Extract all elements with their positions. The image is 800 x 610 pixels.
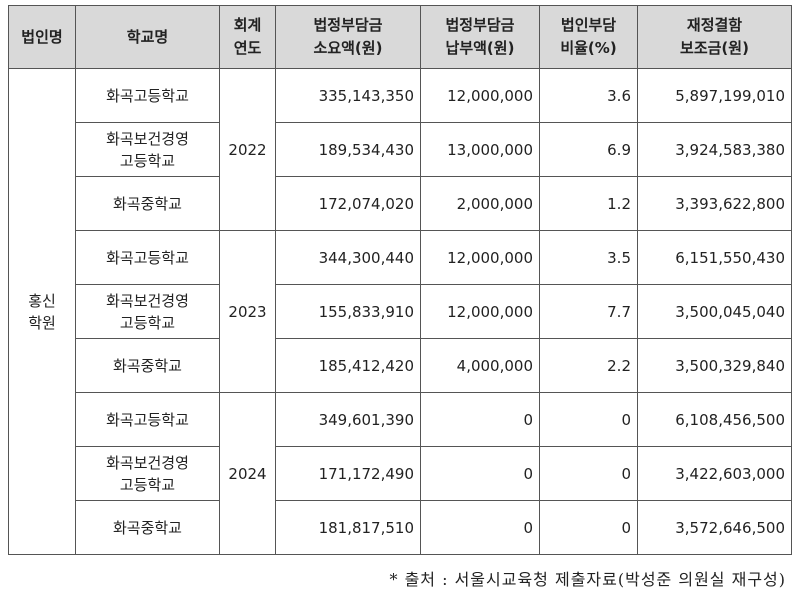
table-row: 화곡중학교 172,074,020 2,000,000 1.2 3,393,62…	[9, 176, 792, 231]
table-row: 홍신 학원 화곡고등학교 2022 335,143,350 12,000,000…	[8, 68, 792, 555]
burden-ratio: 3.6	[539, 68, 638, 123]
school-name: 화곡고등학교	[75, 68, 220, 123]
required-amount: 155,833,910	[275, 284, 421, 339]
burden-ratio: 0	[539, 392, 638, 447]
fiscal-year: 2023	[219, 230, 276, 393]
header-required: 법정부담금 소요액(원)	[275, 5, 421, 69]
school-name: 화곡보건경영 고등학교	[75, 446, 220, 501]
subsidy-table: 법인명 학교명 회계 연도 법정부담금 소요액(원) 법정부담금 납부액(원) …	[8, 5, 792, 555]
subsidy-amount: 6,108,456,500	[637, 392, 792, 447]
header-ratio-line1: 법인부담	[560, 16, 617, 34]
subsidy-amount: 6,151,550,430	[637, 230, 792, 285]
burden-ratio: 2.2	[539, 338, 638, 393]
header-school: 학교명	[75, 5, 220, 69]
source-note: * 출처 : 서울시교육청 제출자료(박성준 의원실 재구성)	[389, 570, 786, 589]
header-required-line1: 법정부담금	[313, 16, 383, 34]
corp-name-line2: 학원	[28, 313, 56, 332]
required-amount: 344,300,440	[275, 230, 421, 285]
header-row: 법인명 학교명 회계 연도 법정부담금 소요액(원) 법정부담금 납부액(원) …	[8, 5, 792, 69]
school-name-line2: 고등학교	[119, 151, 176, 170]
required-amount: 172,074,020	[275, 176, 421, 231]
subsidy-amount: 3,500,329,840	[637, 338, 792, 393]
required-amount: 189,534,430	[275, 122, 421, 177]
subsidy-amount: 5,897,199,010	[637, 68, 792, 123]
school-name: 화곡중학교	[75, 338, 220, 393]
school-name: 화곡중학교	[75, 176, 220, 231]
school-name-line2: 고등학교	[119, 313, 176, 332]
school-name-line1: 화곡보건경영	[106, 129, 189, 148]
subsidy-amount: 3,924,583,380	[637, 122, 792, 177]
table-row: 화곡보건경영 고등학교 189,534,430 13,000,000 6.9 3…	[9, 122, 792, 177]
paid-amount: 0	[420, 392, 540, 447]
header-year-line2: 연도	[233, 39, 262, 57]
header-corp: 법인명	[8, 5, 76, 69]
school-name-line: 화곡고등학교	[106, 248, 189, 267]
corp-name-line1: 홍신	[28, 291, 56, 310]
paid-amount: 0	[420, 446, 540, 501]
header-paid: 법정부담금 납부액(원)	[420, 5, 540, 69]
required-amount: 181,817,510	[275, 500, 421, 555]
paid-amount: 13,000,000	[420, 122, 540, 177]
school-name-line: 화곡고등학교	[106, 410, 189, 429]
table-row: 화곡보건경영 고등학교 171,172,490 0 0 3,422,603,00…	[9, 446, 792, 501]
school-name-line1: 화곡보건경영	[106, 291, 189, 310]
paid-amount: 2,000,000	[420, 176, 540, 231]
subsidy-amount: 3,422,603,000	[637, 446, 792, 501]
school-name-line: 화곡고등학교	[106, 86, 189, 105]
table-row: 화곡중학교 181,817,510 0 0 3,572,646,500	[9, 500, 792, 555]
header-paid-line2: 납부액(원)	[445, 39, 515, 57]
subsidy-amount: 3,393,622,800	[637, 176, 792, 231]
table-row: 화곡고등학교 2023 344,300,440 12,000,000 3.5 6…	[9, 230, 792, 393]
header-year: 회계 연도	[219, 5, 276, 69]
burden-ratio: 6.9	[539, 122, 638, 177]
fiscal-year: 2024	[219, 392, 276, 555]
school-name-line1: 화곡보건경영	[106, 453, 189, 472]
school-name-line: 화곡중학교	[112, 194, 182, 213]
header-ratio-line2: 비율(%)	[560, 39, 617, 57]
burden-ratio: 7.7	[539, 284, 638, 339]
required-amount: 171,172,490	[275, 446, 421, 501]
burden-ratio: 3.5	[539, 230, 638, 285]
subsidy-amount: 3,500,045,040	[637, 284, 792, 339]
subsidy-amount: 3,572,646,500	[637, 500, 792, 555]
paid-amount: 0	[420, 500, 540, 555]
school-name: 화곡고등학교	[75, 392, 220, 447]
header-subsidy-line2: 보조금(원)	[680, 39, 749, 57]
burden-ratio: 0	[539, 446, 638, 501]
school-name: 화곡고등학교	[75, 230, 220, 285]
burden-ratio: 0	[539, 500, 638, 555]
header-subsidy-line1: 재정결함	[686, 16, 743, 34]
paid-amount: 4,000,000	[420, 338, 540, 393]
school-name-line2: 고등학교	[119, 475, 176, 494]
required-amount: 335,143,350	[275, 68, 421, 123]
paid-amount: 12,000,000	[420, 284, 540, 339]
school-name: 화곡보건경영 고등학교	[75, 284, 220, 339]
fiscal-year: 2022	[219, 68, 276, 231]
paid-amount: 12,000,000	[420, 230, 540, 285]
school-name-line: 화곡중학교	[112, 356, 182, 375]
required-amount: 349,601,390	[275, 392, 421, 447]
corp-name: 홍신 학원	[8, 68, 76, 555]
header-paid-line1: 법정부담금	[445, 16, 515, 34]
header-year-line1: 회계	[233, 16, 262, 34]
school-name-line: 화곡중학교	[112, 518, 182, 537]
table-row: 화곡중학교 185,412,420 4,000,000 2.2 3,500,32…	[9, 338, 792, 393]
header-ratio: 법인부담 비율(%)	[539, 5, 638, 69]
table-row: 화곡보건경영 고등학교 155,833,910 12,000,000 7.7 3…	[9, 284, 792, 339]
table-row: 화곡고등학교 2024 349,601,390 0 0 6,108,456,50…	[9, 392, 792, 555]
header-subsidy: 재정결함 보조금(원)	[637, 5, 792, 69]
school-name: 화곡보건경영 고등학교	[75, 122, 220, 177]
paid-amount: 12,000,000	[420, 68, 540, 123]
burden-ratio: 1.2	[539, 176, 638, 231]
school-name: 화곡중학교	[75, 500, 220, 555]
required-amount: 185,412,420	[275, 338, 421, 393]
header-required-line2: 소요액(원)	[313, 39, 383, 57]
